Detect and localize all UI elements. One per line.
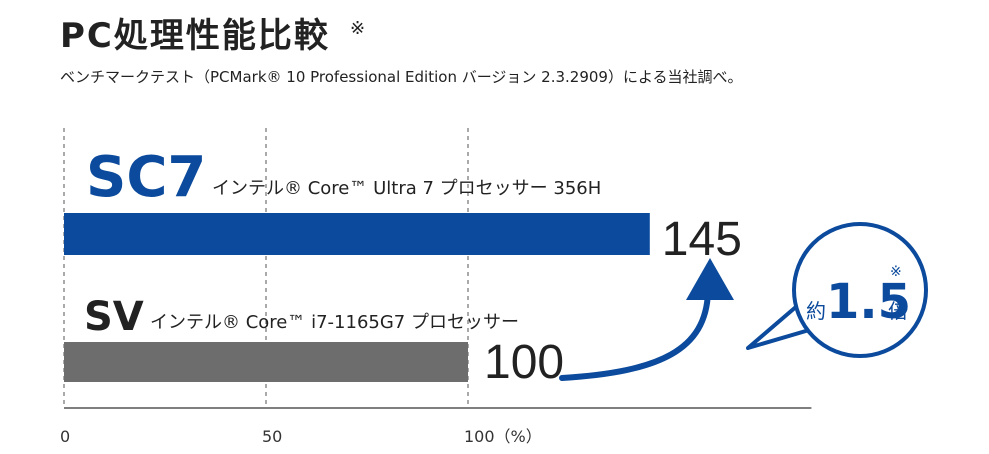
growth-arrow-shaft: [559, 289, 711, 381]
value-label-sv: 100: [484, 336, 564, 389]
ratio-bubble: 約 1.5 ※ 倍: [746, 222, 928, 358]
ratio-suffix: 倍: [888, 299, 908, 323]
page-title: PC処理性能比較: [60, 16, 330, 56]
category-label-sv: SV インテル® Core™ i7-1165G7 プロセッサー: [84, 294, 519, 340]
bar-sc7: [64, 213, 650, 255]
ratio-bubble-circle: [792, 222, 928, 358]
x-tick-labels: 0 50 100（%）: [60, 427, 542, 446]
title-footnote-mark: ※: [350, 18, 365, 39]
bar-series: 145 100: [64, 213, 742, 389]
x-tick-label: 100（%）: [464, 427, 542, 446]
ratio-footnote-mark: ※: [890, 264, 902, 280]
bar-sv: [64, 342, 468, 382]
category-cpu-description: インテル® Core™ Ultra 7 プロセッサー 356H: [212, 178, 601, 199]
value-label-sc7: 145: [662, 213, 742, 266]
category-label-sc7: SC7 インテル® Core™ Ultra 7 プロセッサー 356H: [86, 145, 601, 210]
page-subtitle: ベンチマークテスト（PCMark® 10 Professional Editio…: [60, 68, 743, 86]
x-tick-label: 0: [60, 427, 70, 446]
category-name: SV: [84, 294, 144, 340]
ratio-value: 1.5: [826, 274, 911, 330]
category-cpu-description: インテル® Core™ i7-1165G7 プロセッサー: [150, 312, 519, 333]
category-name: SC7: [86, 145, 206, 210]
ratio-prefix: 約: [806, 299, 826, 323]
x-tick-label: 50: [262, 427, 282, 446]
growth-arrow-head: [686, 258, 734, 300]
growth-arrow: [559, 258, 734, 381]
